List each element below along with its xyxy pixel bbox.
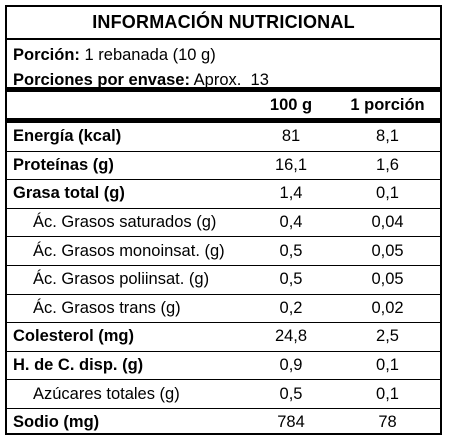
table-row: Colesterol (mg) 24,8 2,5 bbox=[7, 323, 440, 352]
table-row: Ác. Grasos trans (g) 0,2 0,02 bbox=[7, 295, 440, 324]
value-per-100g: 0,5 bbox=[279, 270, 303, 289]
column-header-per-serving: 1 porción bbox=[350, 95, 425, 114]
value-per-100g: 16,1 bbox=[274, 155, 308, 174]
nutrient-name: Energía (kcal) bbox=[13, 127, 122, 146]
nutrient-name: Proteínas (g) bbox=[13, 155, 114, 174]
table-row: Grasa total (g) 1,4 0,1 bbox=[7, 180, 440, 209]
value-per-100g: 24,8 bbox=[274, 327, 308, 346]
value-per-100g: 0,2 bbox=[279, 298, 303, 317]
nutrient-name: Ác. Grasos poliinsat. (g) bbox=[33, 270, 210, 289]
serving-size-value: 1 rebanada (10 g) bbox=[84, 46, 216, 64]
nutrient-name: Grasa total (g) bbox=[13, 184, 125, 203]
value-per-serving: 0,05 bbox=[371, 270, 404, 289]
value-per-serving: 0,04 bbox=[371, 213, 404, 232]
value-per-100g: 1,4 bbox=[279, 184, 303, 203]
nutrient-name: Ác. Grasos monoinsat. (g) bbox=[33, 241, 225, 260]
value-per-serving: 0,1 bbox=[376, 184, 399, 203]
value-per-100g: 784 bbox=[277, 413, 305, 432]
table-row: Ác. Grasos poliinsat. (g) 0,5 0,05 bbox=[7, 266, 440, 295]
nutrient-name: Azúcares totales (g) bbox=[33, 384, 180, 403]
value-per-100g: 0,9 bbox=[279, 356, 303, 375]
nutrient-name: Colesterol (mg) bbox=[13, 327, 135, 346]
table-row: Azúcares totales (g) 0,5 0,1 bbox=[7, 380, 440, 409]
nutrient-rows: Energía (kcal) 81 8,1 Proteínas (g) 16,1… bbox=[7, 123, 440, 437]
table-row: Energía (kcal) 81 8,1 bbox=[7, 123, 440, 152]
table-row: Sodio (mg) 784 78 bbox=[7, 409, 440, 437]
nutrient-name: Ác. Grasos saturados (g) bbox=[33, 213, 217, 232]
servings-per-package: Porciones por envase: Aprox. 13 bbox=[13, 68, 440, 93]
value-per-serving: 0,05 bbox=[371, 241, 404, 260]
value-per-100g: 0,5 bbox=[279, 384, 303, 403]
value-per-serving: 0,02 bbox=[371, 298, 404, 317]
nutrition-facts-panel: INFORMACIÓN NUTRICIONAL Porción: 1 reban… bbox=[5, 5, 442, 435]
column-header-per-100g: 100 g bbox=[269, 95, 313, 114]
nutrient-name: H. de C. disp. (g) bbox=[13, 356, 144, 375]
table-row: H. de C. disp. (g) 0,9 0,1 bbox=[7, 352, 440, 381]
serving-size: Porción: 1 rebanada (10 g) bbox=[13, 43, 440, 68]
value-per-100g: 0,4 bbox=[279, 213, 303, 232]
table-row: Ác. Grasos saturados (g) 0,4 0,04 bbox=[7, 209, 440, 238]
nutrient-name: Sodio (mg) bbox=[13, 413, 100, 432]
value-per-100g: 0,5 bbox=[279, 241, 303, 260]
table-row: Ác. Grasos monoinsat. (g) 0,5 0,05 bbox=[7, 237, 440, 266]
servings-per-package-value: Aprox. 13 bbox=[193, 71, 269, 89]
value-per-serving: 0,1 bbox=[376, 356, 399, 375]
servings-per-package-label: Porciones por envase: bbox=[13, 71, 190, 89]
column-header-row: 100 g 1 porción bbox=[7, 92, 440, 123]
value-per-serving: 8,1 bbox=[376, 127, 399, 146]
table-row: Proteínas (g) 16,1 1,6 bbox=[7, 152, 440, 181]
serving-size-label: Porción: bbox=[13, 46, 80, 64]
value-per-serving: 1,6 bbox=[376, 155, 399, 174]
value-per-serving: 2,5 bbox=[376, 327, 399, 346]
value-per-serving: 0,1 bbox=[376, 384, 399, 403]
panel-title: INFORMACIÓN NUTRICIONAL bbox=[7, 7, 440, 40]
nutrient-name: Ác. Grasos trans (g) bbox=[33, 298, 181, 317]
serving-info: Porción: 1 rebanada (10 g) Porciones por… bbox=[7, 40, 440, 92]
value-per-serving: 78 bbox=[378, 413, 397, 432]
value-per-100g: 81 bbox=[281, 127, 301, 146]
